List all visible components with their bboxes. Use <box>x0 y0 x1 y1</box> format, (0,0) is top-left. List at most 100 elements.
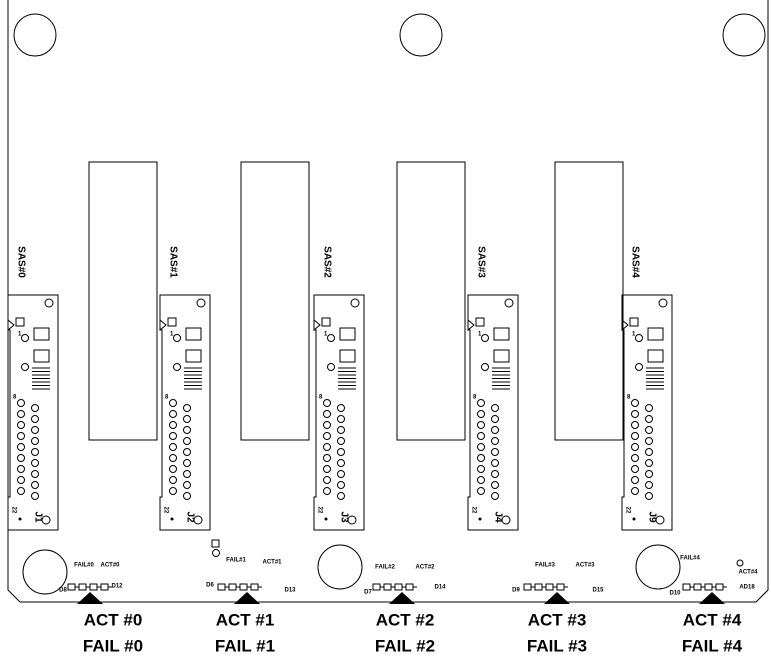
led-ref: D14 <box>434 585 446 591</box>
slot-label: SAS#3 <box>475 246 486 278</box>
pin <box>492 493 499 500</box>
pin <box>482 335 489 342</box>
led <box>716 584 723 590</box>
led <box>535 584 542 590</box>
fail-label: FAIL #3 <box>527 636 587 655</box>
led-label: ACT#3 <box>575 563 595 569</box>
mount-hole <box>723 14 765 56</box>
cutout <box>241 162 309 440</box>
hole <box>351 299 359 307</box>
pin <box>184 416 191 423</box>
pin <box>646 438 653 445</box>
pin <box>324 411 331 418</box>
contact <box>340 328 355 340</box>
pin <box>324 455 331 462</box>
contact <box>186 350 201 362</box>
pin <box>492 482 499 489</box>
connector <box>160 295 210 530</box>
pin <box>324 466 331 473</box>
indicator-arrow <box>389 592 415 604</box>
pin <box>632 422 639 429</box>
pad <box>213 550 220 557</box>
led <box>229 584 236 590</box>
pad <box>737 560 743 566</box>
led-ref: D6 <box>206 583 214 589</box>
pin <box>324 422 331 429</box>
led <box>546 584 553 590</box>
pin <box>492 449 499 456</box>
pad <box>212 540 219 547</box>
pin <box>328 335 335 342</box>
pin-label: 8 <box>473 395 477 401</box>
pin <box>324 400 331 407</box>
hole <box>325 518 328 521</box>
pin <box>338 471 345 478</box>
pin <box>492 471 499 478</box>
pin-square <box>476 318 484 326</box>
pin <box>184 449 191 456</box>
pin-label: 8 <box>627 395 631 401</box>
pin <box>32 482 39 489</box>
pin <box>184 405 191 412</box>
contact <box>34 350 49 362</box>
led <box>395 584 402 590</box>
led-label: ACT#0 <box>100 563 120 569</box>
pin <box>632 466 639 473</box>
led-label: FAIL#1 <box>226 558 246 564</box>
contact <box>494 328 509 340</box>
pin-square <box>322 318 330 326</box>
pin <box>646 471 653 478</box>
pin <box>18 466 25 473</box>
pin <box>478 488 485 495</box>
pin <box>338 493 345 500</box>
pin <box>636 335 643 342</box>
backplane-diagram: 1822J1SAS#0FAIL#0ACT#0D8D12ACT #0FAIL #0… <box>0 0 771 661</box>
indicator-arrow <box>544 592 570 604</box>
pin <box>170 488 177 495</box>
pin-label: 22 <box>10 507 16 514</box>
led-ref: D7 <box>364 590 372 596</box>
pin <box>32 460 39 467</box>
pin <box>170 477 177 484</box>
connector-ref: J3 <box>338 511 349 523</box>
contact <box>648 328 663 340</box>
led <box>218 584 225 590</box>
connector <box>468 295 518 530</box>
led-label: ACT#1 <box>262 560 282 566</box>
pin <box>18 444 25 451</box>
led <box>694 584 701 590</box>
pin <box>18 400 25 407</box>
hole <box>479 518 482 521</box>
indicator-arrow <box>77 592 103 604</box>
hole <box>197 299 205 307</box>
pin <box>32 405 39 412</box>
pin-label: 8 <box>319 395 323 401</box>
connector-ref: J9 <box>646 511 657 523</box>
led-ref: D15 <box>592 588 604 594</box>
led <box>683 584 690 590</box>
fail-label: FAIL #0 <box>83 636 143 655</box>
led <box>373 584 380 590</box>
pin <box>324 444 331 451</box>
slot-label: SAS#4 <box>629 246 640 278</box>
led <box>557 584 564 590</box>
pin <box>632 433 639 440</box>
pin <box>32 471 39 478</box>
pin <box>18 411 25 418</box>
pin <box>646 460 653 467</box>
pin <box>632 455 639 462</box>
led <box>384 584 391 590</box>
slot-label: SAS#2 <box>321 246 332 278</box>
pin-square <box>630 318 638 326</box>
pin-label: 22 <box>316 507 322 514</box>
led-label: ACT#4 <box>738 570 758 576</box>
pin1-marker <box>314 320 320 330</box>
contact <box>340 350 355 362</box>
led-label: FAIL#0 <box>74 563 94 569</box>
pin <box>32 427 39 434</box>
pin <box>492 460 499 467</box>
pin <box>646 482 653 489</box>
pin <box>338 482 345 489</box>
slot-label: SAS#1 <box>167 246 178 278</box>
hole <box>45 299 53 307</box>
